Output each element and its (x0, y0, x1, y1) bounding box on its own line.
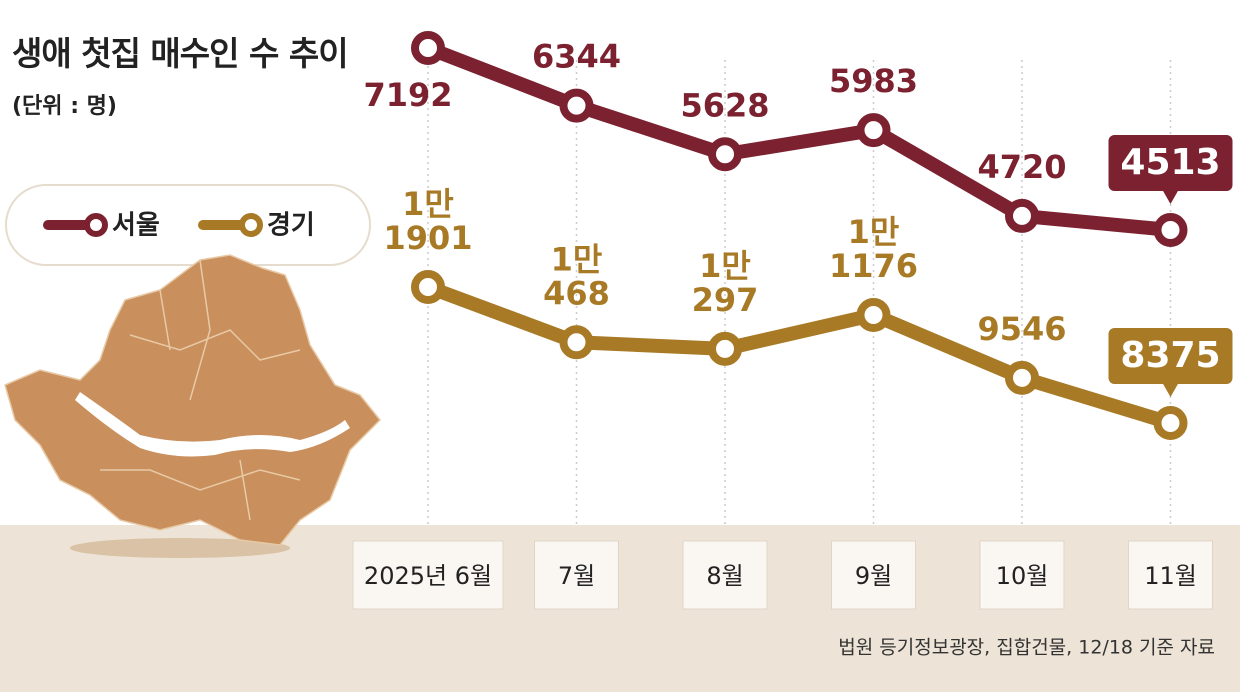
legend-box (5, 184, 371, 266)
legend-marker (239, 213, 263, 237)
point (708, 137, 742, 172)
callout-box (1108, 328, 1233, 384)
callout-pointer (1162, 383, 1179, 397)
series-line (425, 280, 1173, 430)
value-label: 5983 (829, 62, 918, 100)
category-box (534, 540, 619, 610)
x-tick-label: 11월 (1144, 562, 1197, 590)
callout-pointer (1162, 190, 1179, 204)
source: 법원 등기정보광장, 집합건물, 12/18 기준 자료 (838, 637, 1215, 659)
legend-marker (84, 213, 108, 237)
category-box (979, 540, 1065, 610)
point (559, 88, 594, 123)
unit: (단위 : 명) (12, 94, 117, 119)
callout-box (1108, 135, 1233, 191)
value-label: 1만 1176 (829, 213, 918, 285)
x-tick-label: 7월 (558, 562, 595, 590)
x-tick-label: 2025년 6월 (364, 562, 492, 590)
value-label: 4513 (1120, 142, 1220, 183)
point (411, 270, 445, 304)
value-label: 4720 (977, 148, 1066, 186)
category-box (682, 540, 768, 610)
point (708, 331, 742, 366)
legend-label: 경기 (267, 211, 315, 241)
point (856, 113, 891, 148)
point (1005, 360, 1039, 395)
x-tick-label: 8월 (706, 562, 743, 590)
series-line (425, 41, 1172, 237)
category-box (352, 540, 504, 610)
point (1153, 213, 1188, 247)
value-label: 6344 (532, 38, 621, 76)
x-tick-label: 10월 (996, 562, 1049, 590)
category-box (1128, 540, 1213, 610)
value-label: 1만 297 (692, 247, 759, 319)
x-tick-label: 9월 (855, 562, 892, 590)
title-block: 생애 첫집 매수인 수 추이 (단위 : 명) (12, 30, 352, 131)
point (1005, 198, 1039, 233)
point (1153, 406, 1188, 440)
value-label: 1만 468 (543, 240, 610, 312)
legend-label: 서울 (112, 211, 160, 241)
value-label: 7192 (363, 76, 452, 114)
category-box (831, 540, 916, 610)
value-label: 8375 (1120, 335, 1220, 376)
point (856, 297, 891, 332)
value-label: 5628 (680, 86, 769, 124)
point (411, 31, 445, 65)
seoul-map (4, 254, 382, 558)
point (559, 325, 594, 360)
chart-title: 생애 첫집 매수인 수 추이 (12, 34, 349, 73)
value-label: 9546 (977, 310, 1066, 348)
value-label: 1만 1901 (383, 185, 472, 257)
